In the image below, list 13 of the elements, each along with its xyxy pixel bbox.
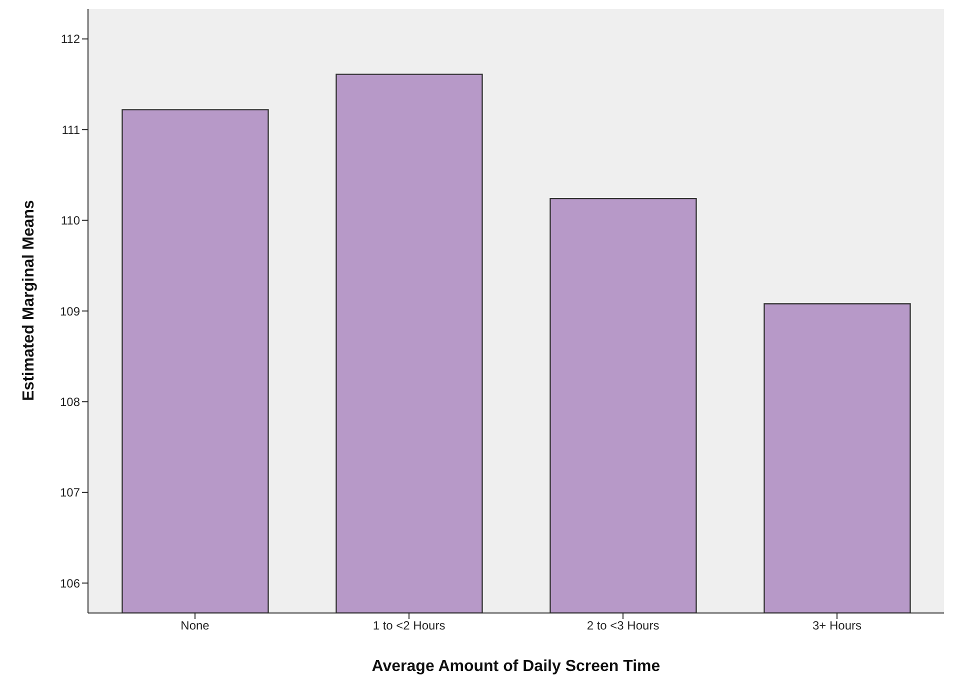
y-axis-title: Estimated Marginal Means: [20, 200, 38, 401]
x-tick-label: 3+ Hours: [812, 618, 862, 633]
y-tick-label: 109: [60, 304, 80, 318]
x-axis-title: Average Amount of Daily Screen Time: [372, 658, 660, 675]
x-tick-label: 1 to <2 Hours: [372, 618, 446, 633]
y-tick-label: 106: [60, 576, 80, 590]
x-tick-label: 2 to <3 Hours: [586, 618, 660, 633]
x-tick-label: None: [180, 618, 210, 633]
y-tick-label: 111: [62, 122, 80, 137]
y-tick-label: 107: [60, 486, 80, 500]
y-tick-label: 110: [60, 214, 80, 228]
y-tick-label: 108: [60, 394, 80, 409]
y-tick-label: 112: [60, 32, 80, 46]
